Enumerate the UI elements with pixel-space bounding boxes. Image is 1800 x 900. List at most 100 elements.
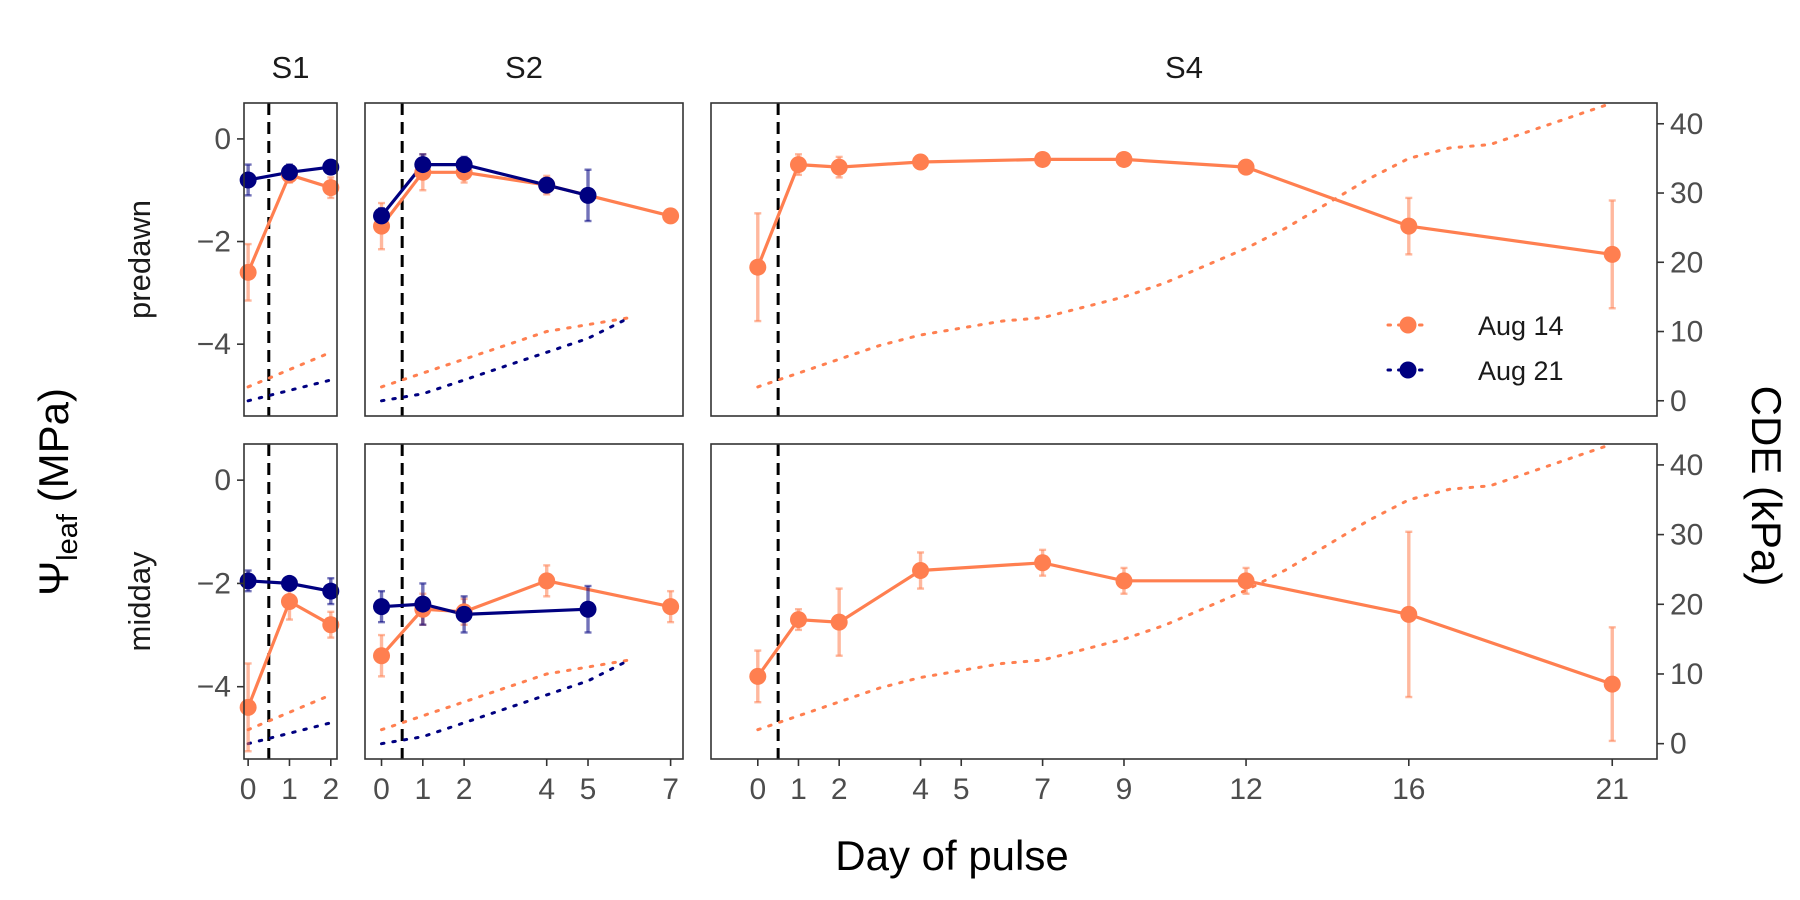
data-point bbox=[322, 582, 340, 600]
row-labels: predawn midday bbox=[122, 200, 157, 651]
panel-frame bbox=[710, 102, 1658, 417]
data-point bbox=[830, 613, 848, 631]
data-point bbox=[579, 600, 597, 618]
y-tick-label-left: 0 bbox=[214, 464, 231, 497]
data-point bbox=[322, 158, 340, 176]
strip-label-s1: S1 bbox=[272, 50, 310, 85]
data-point bbox=[280, 163, 298, 181]
data-point bbox=[373, 598, 391, 616]
data-point bbox=[662, 207, 680, 225]
y-tick-label-left: 0 bbox=[214, 123, 231, 156]
strip-label-s4: S4 bbox=[1165, 50, 1203, 85]
x-tick-label: 0 bbox=[240, 773, 257, 806]
series-line bbox=[381, 602, 589, 617]
data-point bbox=[322, 616, 340, 634]
data-point bbox=[912, 153, 930, 171]
data-point bbox=[1034, 150, 1052, 168]
y-tick-label-left: −4 bbox=[197, 328, 231, 361]
panel-frames bbox=[243, 102, 1658, 760]
x-tick-label: 4 bbox=[538, 773, 555, 806]
y-tick-label-right: 30 bbox=[1670, 519, 1703, 552]
x-tick-label: 5 bbox=[953, 773, 970, 806]
data-point bbox=[830, 158, 848, 176]
cde-line bbox=[380, 658, 631, 732]
cde-line bbox=[380, 316, 631, 403]
x-tick-label: 1 bbox=[281, 773, 298, 806]
y-tick-label-right: 0 bbox=[1670, 728, 1687, 761]
data-point bbox=[1034, 554, 1052, 572]
data-point bbox=[455, 156, 473, 174]
data-point bbox=[239, 263, 257, 281]
row-label-midday: midday bbox=[122, 551, 157, 651]
y-axis-title-right: CDE (kPa) bbox=[1743, 386, 1790, 587]
data-point bbox=[749, 258, 767, 276]
data-point bbox=[239, 171, 257, 189]
legend-key-marker bbox=[1399, 316, 1417, 334]
data-point bbox=[789, 156, 807, 174]
x-tick-label: 1 bbox=[414, 773, 431, 806]
data-point bbox=[749, 667, 767, 685]
legend: Aug 14 Aug 21 bbox=[1386, 311, 1564, 386]
data-point bbox=[1237, 572, 1255, 590]
legend-label: Aug 14 bbox=[1478, 311, 1564, 341]
cde-line bbox=[380, 658, 631, 746]
cde-lines bbox=[246, 101, 1614, 746]
y-tick-label-right: 40 bbox=[1670, 449, 1703, 482]
data-point bbox=[1400, 605, 1418, 623]
y-tick-label-left: −2 bbox=[197, 567, 231, 600]
x-tick-label: 12 bbox=[1229, 773, 1262, 806]
y-tick-label-left: −4 bbox=[197, 671, 231, 704]
series-line bbox=[756, 561, 1613, 686]
data-point bbox=[538, 176, 556, 194]
data-point bbox=[662, 598, 680, 616]
x-tick-label: 0 bbox=[749, 773, 766, 806]
panel-frame bbox=[364, 443, 684, 760]
y-tick-label-right: 30 bbox=[1670, 177, 1703, 210]
data-point bbox=[455, 605, 473, 623]
cde-line bbox=[246, 350, 333, 389]
data-point bbox=[1237, 158, 1255, 176]
data-point bbox=[373, 207, 391, 225]
series-line bbox=[756, 157, 1613, 268]
y-tick-label-right: 40 bbox=[1670, 108, 1703, 141]
series-line bbox=[246, 172, 332, 273]
data-point bbox=[912, 562, 930, 580]
data-points bbox=[239, 150, 1621, 716]
y-axis-title-unit: (MPa) bbox=[30, 388, 77, 514]
cde-line bbox=[756, 442, 1614, 732]
cde-line bbox=[246, 693, 333, 732]
cde-line bbox=[380, 316, 631, 389]
row-label-predawn: predawn bbox=[122, 200, 157, 319]
data-point bbox=[538, 572, 556, 590]
data-point bbox=[414, 595, 432, 613]
x-tick-label: 21 bbox=[1596, 773, 1629, 806]
data-point bbox=[1603, 675, 1621, 693]
y-tick-label-right: 0 bbox=[1670, 385, 1687, 418]
y-axis-title-subscript: leaf bbox=[52, 513, 84, 561]
data-point bbox=[579, 186, 597, 204]
y-tick-label-right: 10 bbox=[1670, 658, 1703, 691]
cde-line bbox=[246, 721, 333, 746]
error-bars bbox=[244, 152, 1616, 753]
panel-frame bbox=[243, 443, 338, 760]
x-tick-label: 5 bbox=[580, 773, 597, 806]
data-point bbox=[322, 179, 340, 197]
x-tick-label: 9 bbox=[1116, 773, 1133, 806]
panel-frame bbox=[710, 443, 1658, 760]
data-point bbox=[280, 593, 298, 610]
legend-key-marker bbox=[1399, 361, 1417, 379]
x-tick-label: 0 bbox=[373, 773, 390, 806]
cde-line bbox=[756, 101, 1614, 389]
x-tick-label: 7 bbox=[662, 773, 679, 806]
cde-line bbox=[246, 378, 333, 403]
data-point bbox=[1400, 217, 1418, 235]
data-point bbox=[1115, 150, 1133, 168]
data-point bbox=[239, 698, 257, 716]
y-tick-label-right: 10 bbox=[1670, 316, 1703, 349]
data-point bbox=[239, 572, 257, 590]
x-tick-label: 7 bbox=[1034, 773, 1051, 806]
axis-ticks: 0 1 2 0 1 2 4 5 7 0 1 2 4 5 7 9 12 16 210−2−40102030400−2−… bbox=[197, 108, 1704, 806]
x-tick-label: 2 bbox=[831, 773, 848, 806]
legend-label: Aug 21 bbox=[1478, 356, 1564, 386]
